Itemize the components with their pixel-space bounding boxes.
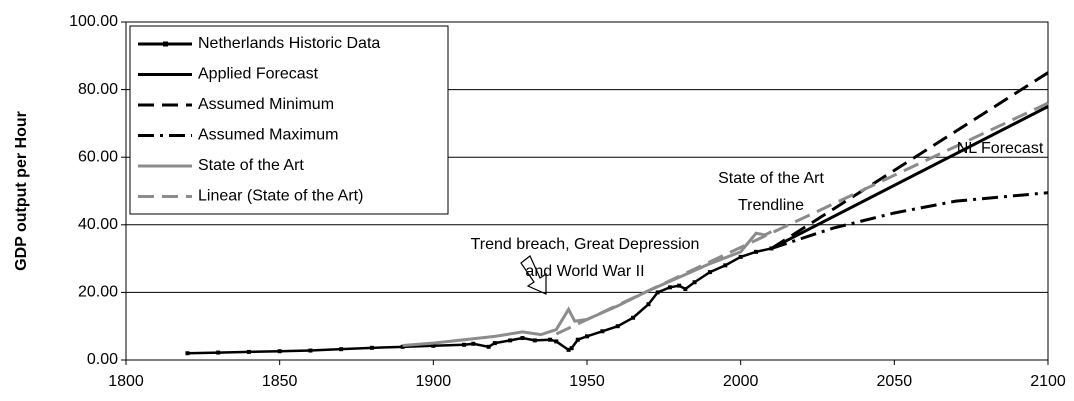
- x-tick-label: 2000: [723, 373, 759, 390]
- y-tick-label: 0.00: [87, 351, 118, 368]
- series-marker: [216, 350, 221, 355]
- series-marker: [462, 342, 467, 347]
- annotation: NL Forecast: [957, 140, 1044, 157]
- series-line: [770, 71, 1049, 250]
- series-marker: [754, 249, 759, 254]
- annotation-arrow: [520, 255, 547, 295]
- y-tick-label: 100.00: [69, 13, 118, 30]
- series-line: [770, 105, 1049, 250]
- legend-label: Assumed Maximum: [198, 127, 338, 144]
- series-marker: [185, 351, 190, 356]
- series-line: [402, 230, 773, 347]
- x-tick-label: 2100: [1030, 373, 1066, 390]
- series-marker: [600, 329, 605, 334]
- series-line: [555, 101, 1049, 336]
- legend-label: Applied Forecast: [198, 66, 319, 83]
- legend-label: Linear (State of the Art): [198, 188, 363, 205]
- series-marker: [655, 290, 660, 295]
- series-marker: [738, 254, 743, 259]
- x-tick-label: 1850: [262, 373, 298, 390]
- series-marker: [569, 346, 574, 351]
- legend-marker: [163, 41, 168, 47]
- series-marker: [707, 270, 712, 275]
- x-tick-label: 2050: [877, 373, 913, 390]
- annotation: State of the Art: [718, 170, 824, 187]
- series-marker: [723, 263, 728, 268]
- series-marker: [520, 336, 525, 341]
- series-marker: [667, 285, 672, 290]
- series-marker: [631, 315, 636, 320]
- y-tick-label: 60.00: [78, 148, 118, 165]
- legend-label: State of the Art: [198, 157, 304, 174]
- series-marker: [692, 280, 697, 285]
- legend-box: [129, 25, 449, 215]
- series-marker: [508, 338, 513, 343]
- annotation: Trend breach, Great Depression: [471, 236, 700, 253]
- series-marker: [308, 348, 313, 353]
- series-marker: [369, 345, 374, 350]
- series-marker: [471, 341, 476, 346]
- series-marker: [575, 337, 580, 342]
- series-marker: [646, 302, 651, 307]
- y-tick-label: 80.00: [78, 81, 118, 98]
- series-marker: [677, 283, 682, 288]
- plot-border: [125, 21, 1049, 361]
- series-marker: [339, 347, 344, 352]
- series-marker: [400, 344, 405, 349]
- y-tick-label: 20.00: [78, 284, 118, 301]
- y-tick-label: 40.00: [78, 216, 118, 233]
- series-line: [770, 191, 1049, 250]
- series-marker: [431, 343, 436, 348]
- series-marker: [615, 324, 620, 329]
- annotation: and World War II: [525, 263, 644, 280]
- legend-label: Assumed Minimum: [198, 96, 334, 113]
- series-marker: [683, 287, 688, 292]
- series-marker: [585, 334, 589, 339]
- x-tick-label: 1800: [108, 373, 144, 390]
- y-axis-title: GDP output per Hour: [13, 111, 30, 271]
- series-marker: [492, 341, 497, 346]
- x-tick-label: 1900: [416, 373, 452, 390]
- series-marker: [532, 338, 537, 343]
- series-marker: [554, 339, 559, 344]
- series-marker: [277, 349, 282, 354]
- series-marker: [548, 337, 553, 342]
- series-marker: [246, 349, 251, 354]
- series-marker: [566, 347, 571, 352]
- x-tick-label: 1950: [569, 373, 605, 390]
- annotation: Trendline: [738, 197, 804, 214]
- series-marker: [486, 344, 491, 349]
- legend-label: Netherlands Historic Data: [198, 35, 380, 52]
